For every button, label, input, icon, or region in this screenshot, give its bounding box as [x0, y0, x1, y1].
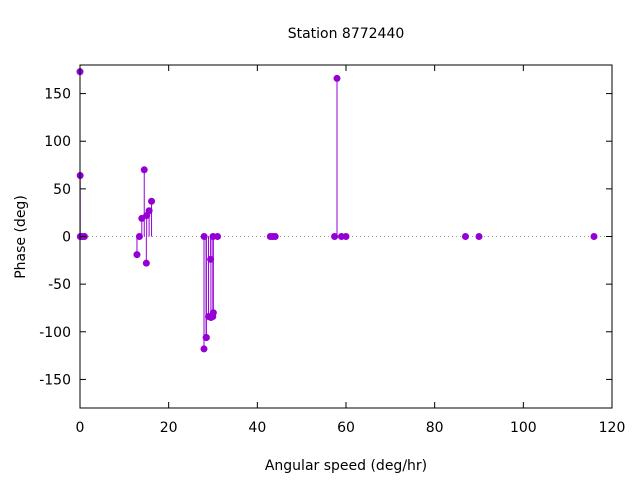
data-point	[133, 251, 141, 259]
data-point	[145, 207, 153, 215]
y-axis: -150 -100 -50 0 50 100 150	[39, 87, 612, 388]
data-point	[271, 233, 279, 240]
x-tick-label: 80	[426, 420, 444, 436]
x-tick-label: 120	[599, 420, 626, 436]
x-tick-label: 100	[510, 420, 537, 436]
data-point	[200, 233, 208, 240]
x-tick-label: 0	[76, 420, 85, 436]
impulse-group	[79, 71, 338, 349]
y-tick-label: -100	[39, 325, 71, 341]
y-tick-label: -50	[48, 277, 71, 293]
x-axis-label: Angular speed (deg/hr)	[265, 458, 427, 474]
data-point	[140, 166, 148, 174]
data-point	[207, 255, 215, 263]
y-tick-label: -150	[39, 372, 71, 388]
x-tick-label: 40	[248, 420, 266, 436]
data-point	[590, 233, 598, 240]
y-tick-label: 0	[62, 230, 71, 246]
data-point	[209, 309, 217, 317]
y-tick-label: 150	[44, 87, 71, 103]
data-point	[331, 233, 339, 240]
data-point	[148, 197, 156, 205]
y-tick-label: 50	[53, 182, 71, 198]
x-tick-label: 20	[160, 420, 178, 436]
y-tick-label: 100	[44, 134, 71, 150]
x-tick-label: 60	[337, 420, 355, 436]
data-point	[135, 233, 143, 240]
data-point	[475, 233, 483, 240]
data-point	[333, 74, 341, 82]
chart-title: Station 8772440	[288, 26, 405, 42]
data-point	[461, 233, 469, 240]
x-axis: 0 20 40 60 80 100 120	[76, 65, 626, 436]
data-point	[202, 333, 210, 341]
data-point	[342, 233, 350, 240]
data-point	[214, 233, 222, 240]
data-point	[200, 345, 208, 353]
y-axis-label: Phase (deg)	[13, 195, 29, 279]
data-point	[142, 259, 150, 267]
